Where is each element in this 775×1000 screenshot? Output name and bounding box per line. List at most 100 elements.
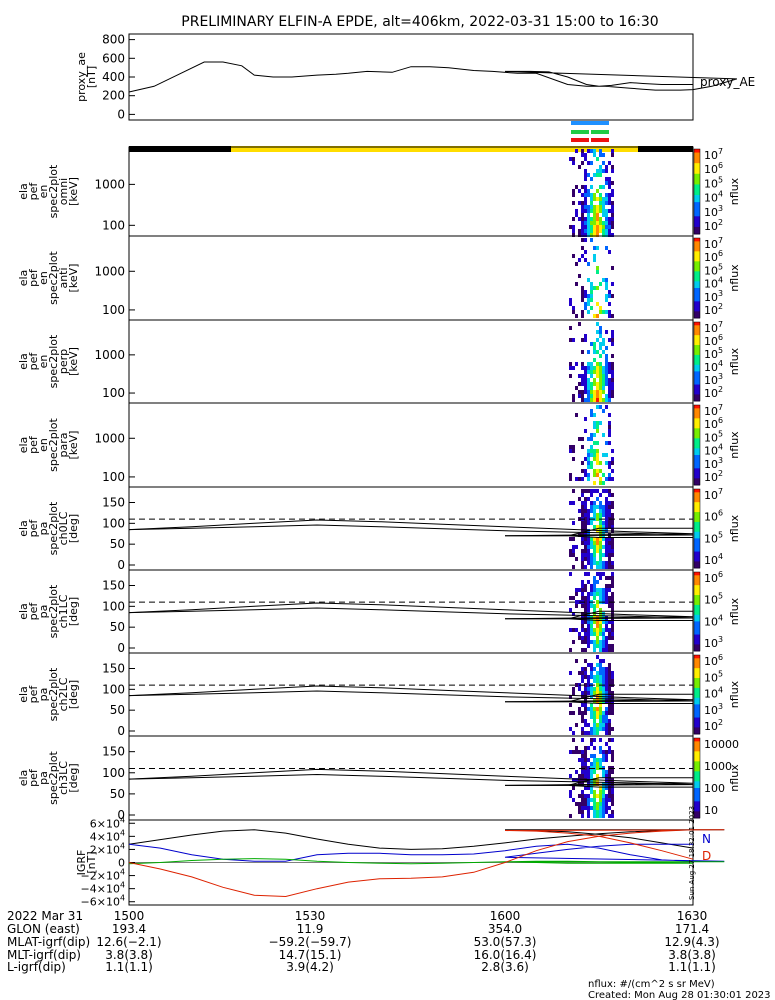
heatmap-cell xyxy=(602,169,605,173)
heatmap-cell xyxy=(596,173,599,177)
heatmap-cell xyxy=(587,521,590,525)
heatmap-cell xyxy=(605,592,608,596)
heatmap-cell xyxy=(608,193,611,197)
ytick-label: 0 xyxy=(117,641,125,655)
ytick-label: 0 xyxy=(117,724,125,738)
colorbar-cell xyxy=(694,438,700,443)
heatmap-cell xyxy=(575,723,578,727)
panel-omni: 1000100elapefenspec2plotomni[keV]1071061… xyxy=(17,146,741,237)
heatmap-cell xyxy=(584,632,587,636)
heatmap-cell xyxy=(587,513,590,517)
heatmap-cell xyxy=(590,770,593,774)
heatmap-cell xyxy=(584,798,587,802)
heatmap-cell xyxy=(611,209,614,213)
colorbar-cell xyxy=(694,428,700,433)
heatmap-cell xyxy=(593,221,596,225)
colorbar-cell xyxy=(694,191,700,196)
colorbar-cell xyxy=(694,298,700,302)
heatmap-cell xyxy=(605,742,608,746)
units-note: nflux: #/(cm^2 s sr MeV) xyxy=(588,979,715,990)
heatmap-cell xyxy=(581,382,584,386)
heatmap-cell xyxy=(596,322,599,326)
heatmap-cell xyxy=(572,628,575,632)
heatmap-cell xyxy=(611,221,614,225)
heatmap-cell xyxy=(608,394,611,398)
heatmap-cell xyxy=(611,738,614,742)
heatmap-cell xyxy=(593,441,596,445)
heatmap-cell xyxy=(602,545,605,549)
heatmap-cell xyxy=(596,314,599,318)
heatmap-cell xyxy=(584,233,587,237)
colorbar-cell xyxy=(694,741,700,746)
heatmap-cell xyxy=(599,461,602,465)
heatmap-cell xyxy=(599,679,602,683)
colorbar-tick-label: 104 xyxy=(704,613,723,628)
heatmap-cell xyxy=(596,330,599,334)
heatmap-cell xyxy=(605,213,608,217)
heatmap-cell xyxy=(599,405,602,409)
heatmap-cell xyxy=(611,608,614,612)
heatmap-cell xyxy=(584,758,587,762)
heatmap-cell xyxy=(587,679,590,683)
heatmap-cell xyxy=(584,513,587,517)
heatmap-cell xyxy=(608,786,611,790)
heatmap-cell xyxy=(584,687,587,691)
heatmap-cell xyxy=(596,213,599,217)
heatmap-cell xyxy=(602,197,605,201)
heatmap-cell xyxy=(581,238,584,242)
igrf-series-green xyxy=(128,858,725,865)
axis-label-line: ela xyxy=(17,520,30,537)
heatmap-cell xyxy=(584,746,587,750)
heatmap-cell xyxy=(596,806,599,810)
heatmap-cell xyxy=(581,774,584,778)
ytick-label: 50 xyxy=(110,537,125,551)
heatmap-cell xyxy=(569,695,572,699)
heatmap-cell xyxy=(590,691,593,695)
colorbar-cell xyxy=(694,471,700,476)
heatmap-cell xyxy=(581,529,584,533)
heatmap-cell xyxy=(587,149,590,153)
heatmap-cell xyxy=(584,370,587,374)
heatmap-cell xyxy=(569,648,572,652)
heatmap-cell xyxy=(602,390,605,394)
legend-n: N xyxy=(702,832,711,846)
heatmap-cell xyxy=(593,620,596,624)
colorbar-cell xyxy=(694,371,700,376)
heatmap-cell xyxy=(581,565,584,569)
heatmap-cell xyxy=(581,612,584,616)
heatmap-cell xyxy=(611,493,614,497)
heatmap-cell xyxy=(593,246,596,250)
heatmap-cell xyxy=(608,731,611,735)
heatmap-cell xyxy=(578,707,581,711)
axis-label-line: pef xyxy=(27,435,40,454)
colorbar-cell xyxy=(694,411,700,416)
heatmap-cell xyxy=(596,374,599,378)
heatmap-cell xyxy=(602,644,605,648)
heatmap-cell xyxy=(596,691,599,695)
heatmap-cell xyxy=(581,469,584,473)
heatmap-cell xyxy=(593,153,596,157)
heatmap-cell xyxy=(599,810,602,814)
colorbar-tick-label: 105 xyxy=(704,262,723,277)
heatmap-cell xyxy=(611,814,614,818)
colorbar-cell xyxy=(694,531,700,536)
heatmap-cell xyxy=(599,165,602,169)
heatmap-cell xyxy=(587,362,590,366)
heatmap-cell xyxy=(599,513,602,517)
heatmap-cell xyxy=(599,806,602,810)
heatmap-cell xyxy=(590,557,593,561)
heatmap-cell xyxy=(572,738,575,742)
heatmap-cell xyxy=(572,193,575,197)
colorbar-tick-label: 104 xyxy=(704,276,723,291)
heatmap-cell xyxy=(602,185,605,189)
colorbar-cell xyxy=(694,644,700,649)
heatmap-cell xyxy=(590,386,593,390)
heatmap-cell xyxy=(584,703,587,707)
heatmap-cell xyxy=(581,233,584,237)
axis-label-line: pef xyxy=(27,182,40,201)
colorbar-cell xyxy=(694,637,700,642)
heatmap-cell xyxy=(599,644,602,648)
colorbar-cell xyxy=(694,585,700,589)
colorbar-cell xyxy=(694,258,700,262)
